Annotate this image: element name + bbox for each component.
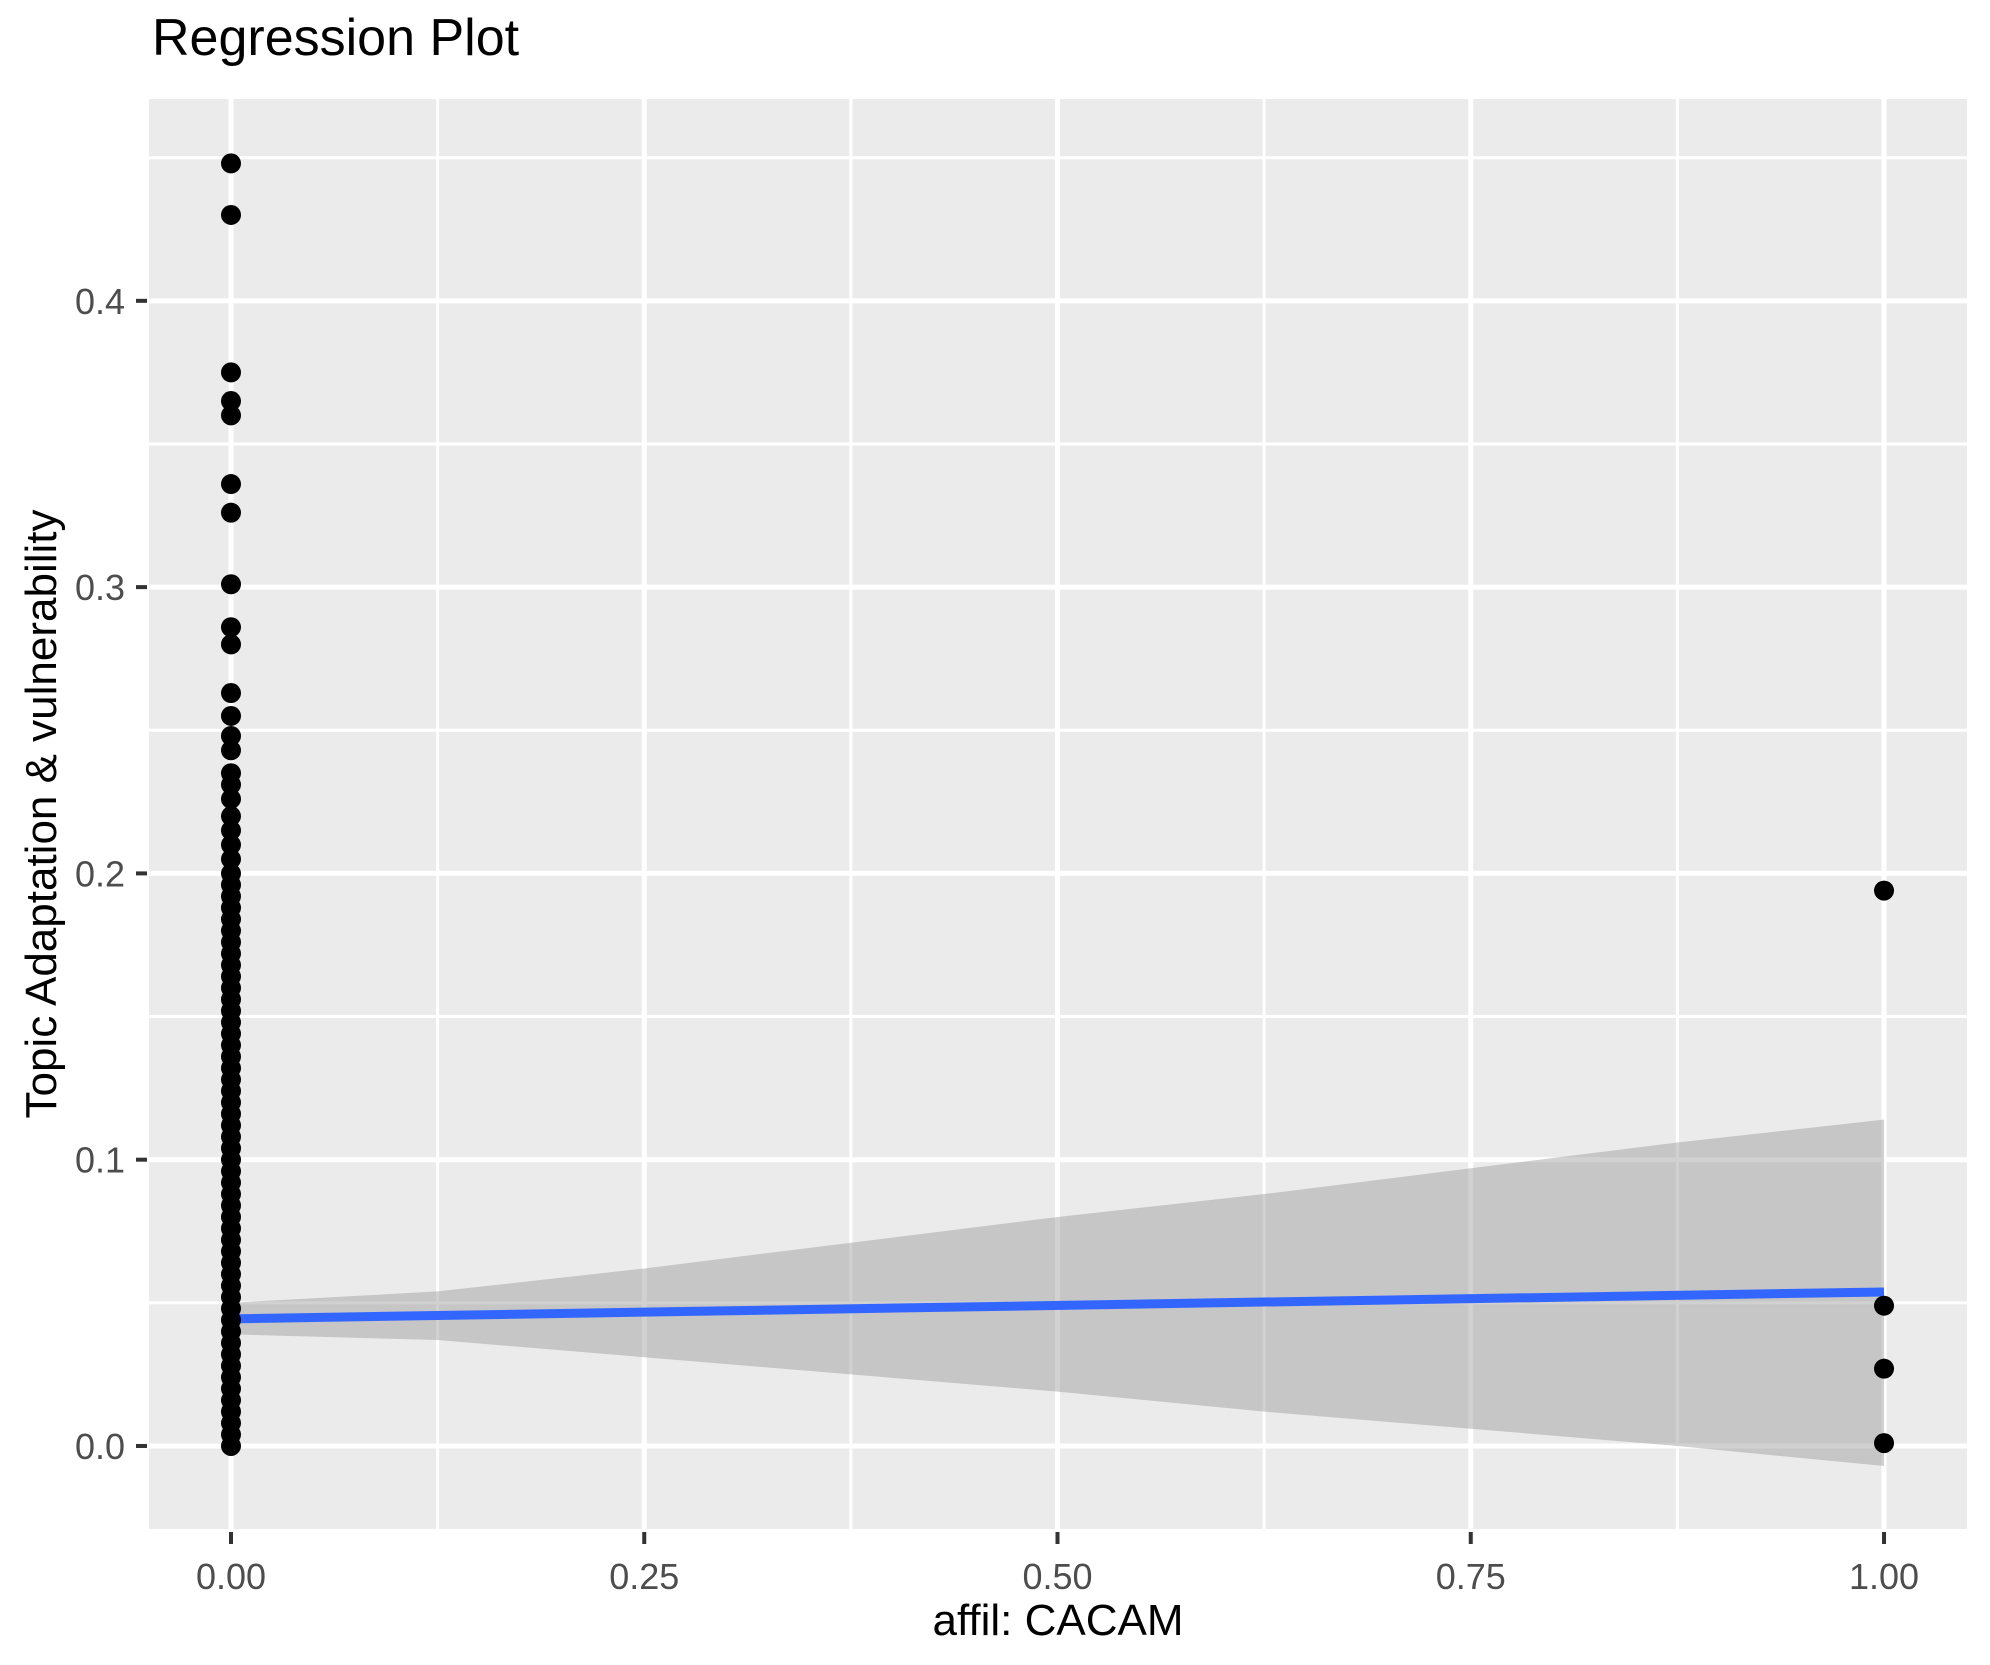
data-point bbox=[220, 834, 241, 855]
x-tick-label: 0.50 bbox=[1022, 1556, 1092, 1597]
data-point bbox=[220, 725, 241, 746]
data-point bbox=[220, 683, 241, 704]
y-tick-label: 0.1 bbox=[75, 1140, 125, 1181]
plot-title: Regression Plot bbox=[152, 9, 520, 67]
x-tick-label: 0.75 bbox=[1436, 1556, 1506, 1597]
data-point bbox=[220, 362, 241, 383]
data-point bbox=[220, 763, 241, 784]
data-point bbox=[220, 474, 241, 495]
data-point bbox=[220, 788, 241, 809]
data-point bbox=[220, 617, 241, 638]
data-point bbox=[220, 405, 241, 426]
data-point bbox=[220, 863, 241, 884]
data-point bbox=[220, 502, 241, 523]
y-tick-label: 0.2 bbox=[75, 853, 125, 894]
data-point bbox=[220, 806, 241, 827]
data-point bbox=[220, 740, 241, 761]
data-point bbox=[220, 849, 241, 870]
data-point bbox=[220, 574, 241, 595]
confidence-band bbox=[230, 1119, 1885, 1467]
data-point bbox=[220, 705, 241, 726]
data-point bbox=[220, 391, 241, 412]
y-tick-label: 0.0 bbox=[75, 1426, 125, 1467]
regression-line bbox=[230, 1287, 1885, 1324]
data-point bbox=[220, 820, 241, 841]
data-point bbox=[1874, 1295, 1895, 1316]
y-axis-title: Topic Adaptation & vulnerability bbox=[17, 509, 66, 1119]
data-point bbox=[1874, 1433, 1895, 1454]
x-axis-title: affil: CACAM bbox=[932, 1596, 1184, 1645]
x-tick-label: 0.00 bbox=[196, 1556, 266, 1597]
y-tick-label: 0.4 bbox=[75, 281, 125, 322]
data-point bbox=[220, 204, 241, 225]
data-point bbox=[1874, 1358, 1895, 1379]
data-point bbox=[220, 634, 241, 655]
y-tick-label: 0.3 bbox=[75, 567, 125, 608]
x-tick-label: 1.00 bbox=[1849, 1556, 1919, 1597]
data-point bbox=[220, 153, 241, 174]
x-tick-label: 0.25 bbox=[609, 1556, 679, 1597]
data-point bbox=[1874, 880, 1895, 901]
